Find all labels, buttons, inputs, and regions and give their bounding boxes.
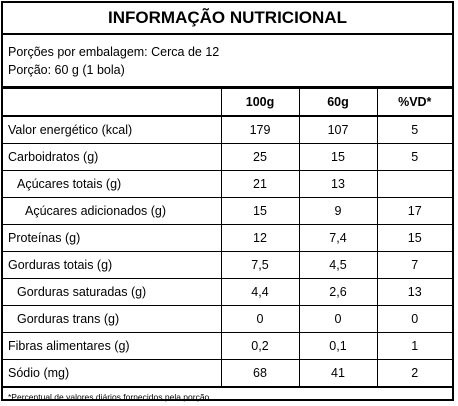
value-100g: 15 [220, 197, 299, 225]
header-100g: 100g [220, 89, 299, 117]
value-vd: 5 [376, 116, 452, 144]
nutrient-label: Proteínas (g) [3, 224, 221, 252]
nutrient-label: Fibras alimentares (g) [3, 332, 221, 360]
value-60g: 13 [298, 170, 377, 198]
value-vd: 13 [376, 278, 452, 306]
value-60g: 2,6 [298, 278, 377, 306]
nutrient-label: Gorduras totais (g) [3, 251, 221, 279]
value-100g: 0,2 [220, 332, 299, 360]
value-60g: 15 [298, 143, 377, 171]
nutrition-table: 100g 60g %VD* Valor energético (kcal) 179… [3, 89, 452, 388]
value-vd: 15 [376, 224, 452, 252]
value-60g: 107 [298, 116, 377, 144]
value-100g: 25 [220, 143, 299, 171]
table-row: Açúcares totais (g) 21 13 [3, 170, 452, 198]
panel-title: INFORMAÇÃO NUTRICIONAL [3, 3, 452, 35]
nutrient-label: Gorduras trans (g) [3, 305, 221, 333]
value-vd: 0 [376, 305, 452, 333]
footnote: *Percentual de valores diários fornecido… [8, 392, 212, 402]
nutrient-label: Açúcares adicionados (g) [3, 197, 221, 225]
value-60g: 4,5 [298, 251, 377, 279]
nutrient-label: Carboidratos (g) [3, 143, 221, 171]
value-100g: 4,4 [220, 278, 299, 306]
header-label-cell [3, 89, 221, 117]
portion-size: Porção: 60 g (1 bola) [8, 63, 125, 77]
nutrient-label: Gorduras saturadas (g) [3, 278, 221, 306]
value-vd [376, 170, 452, 198]
nutrition-facts-panel: INFORMAÇÃO NUTRICIONAL Porções por embal… [1, 1, 454, 402]
value-vd: 1 [376, 332, 452, 360]
serving-info: Porções por embalagem: Cerca de 12 Porçã… [3, 35, 452, 89]
table-row: Fibras alimentares (g) 0,2 0,1 1 [3, 332, 452, 360]
header-vd: %VD* [376, 89, 452, 117]
value-100g: 68 [220, 359, 299, 388]
table-row: Gorduras trans (g) 0 0 0 [3, 305, 452, 333]
value-60g: 0,1 [298, 332, 377, 360]
value-100g: 12 [220, 224, 299, 252]
value-100g: 7,5 [220, 251, 299, 279]
table-row: Gorduras totais (g) 7,5 4,5 7 [3, 251, 452, 279]
value-60g: 41 [298, 359, 377, 388]
portions-per-package: Porções por embalagem: Cerca de 12 [8, 45, 220, 59]
value-100g: 21 [220, 170, 299, 198]
nutrient-label: Valor energético (kcal) [3, 116, 221, 144]
nutrient-label: Açúcares totais (g) [3, 170, 221, 198]
value-vd: 7 [376, 251, 452, 279]
value-vd: 2 [376, 359, 452, 388]
header-60g: 60g [298, 89, 377, 117]
table-row: Gorduras saturadas (g) 4,4 2,6 13 [3, 278, 452, 306]
value-60g: 9 [298, 197, 377, 225]
value-vd: 17 [376, 197, 452, 225]
table-row: Sódio (mg) 68 41 2 [3, 359, 452, 388]
table-row: Carboidratos (g) 25 15 5 [3, 143, 452, 171]
value-vd: 5 [376, 143, 452, 171]
value-60g: 0 [298, 305, 377, 333]
table-row: Proteínas (g) 12 7,4 15 [3, 224, 452, 252]
value-100g: 0 [220, 305, 299, 333]
value-60g: 7,4 [298, 224, 377, 252]
nutrient-label: Sódio (mg) [3, 359, 221, 388]
table-row: Açúcares adicionados (g) 15 9 17 [3, 197, 452, 225]
table-row: Valor energético (kcal) 179 107 5 [3, 116, 452, 144]
value-100g: 179 [220, 116, 299, 144]
table-header-row: 100g 60g %VD* [3, 89, 452, 117]
